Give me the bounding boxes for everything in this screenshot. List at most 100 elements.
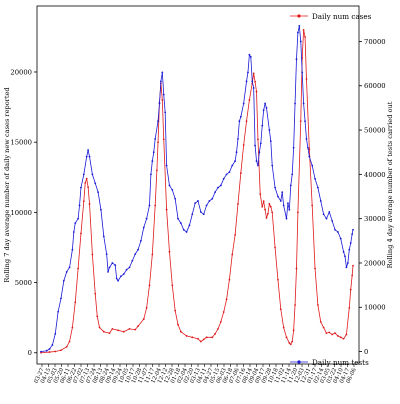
- data-point-tests: [349, 242, 352, 244]
- legend-cases: Daily num cases: [290, 12, 372, 21]
- data-point-tests: [269, 140, 272, 143]
- data-point-cases: [245, 120, 248, 123]
- data-point-cases: [304, 35, 306, 38]
- data-point-tests: [245, 80, 248, 83]
- right-tick-label: 0: [364, 348, 368, 356]
- data-point-tests: [222, 177, 225, 180]
- data-point-tests: [294, 102, 296, 105]
- data-point-cases: [316, 304, 319, 306]
- data-point-tests: [114, 264, 117, 267]
- data-point-tests: [88, 155, 91, 158]
- data-point-tests: [261, 124, 264, 127]
- data-point-cases: [299, 120, 302, 123]
- data-point-cases: [252, 72, 255, 75]
- x-axis-ticks: 03-2704-1505-0305-2006-1106-2207-0207-13…: [34, 364, 358, 384]
- data-point-tests: [339, 237, 342, 240]
- data-point-tests: [302, 102, 305, 105]
- data-point-tests: [54, 332, 57, 335]
- data-point-tests: [304, 120, 306, 123]
- data-point-tests: [271, 164, 274, 167]
- data-point-cases: [237, 203, 239, 205]
- series-layer: [40, 25, 354, 354]
- data-point-tests: [287, 202, 289, 205]
- data-point-cases: [271, 211, 274, 214]
- data-point-cases: [277, 278, 279, 281]
- data-point-cases: [294, 304, 296, 306]
- data-point-cases: [154, 204, 157, 207]
- y-axis-label-left: Rolling 7 day average number of daily ne…: [3, 87, 11, 283]
- data-point-tests: [352, 228, 354, 231]
- data-point-tests: [288, 208, 291, 211]
- data-point-cases: [288, 342, 291, 344]
- data-point-tests: [346, 262, 349, 264]
- data-point-cases: [60, 349, 62, 352]
- data-point-cases: [174, 309, 177, 312]
- data-point-cases: [142, 318, 145, 320]
- data-point-cases: [108, 332, 111, 335]
- data-point-cases: [319, 320, 322, 323]
- data-point-tests: [57, 310, 60, 313]
- data-point-tests: [265, 107, 268, 109]
- data-point-cases: [264, 208, 266, 211]
- data-point-tests: [111, 262, 114, 264]
- data-point-tests: [231, 164, 234, 167]
- data-point-tests: [115, 277, 118, 280]
- data-point-tests: [274, 186, 276, 189]
- legend-tests: Daily num tests: [290, 358, 369, 367]
- data-point-tests: [297, 31, 299, 34]
- legend-cases-marker: [297, 14, 301, 18]
- data-point-tests: [291, 173, 294, 176]
- data-point-tests: [72, 231, 75, 233]
- data-point-cases: [269, 205, 272, 208]
- data-point-cases: [68, 340, 71, 343]
- data-point-tests: [80, 186, 82, 189]
- data-point-cases: [202, 338, 205, 341]
- data-point-tests: [48, 348, 51, 350]
- data-point-cases: [91, 253, 94, 256]
- data-point-cases: [162, 138, 165, 141]
- data-point-tests: [51, 344, 54, 346]
- data-point-cases: [85, 177, 88, 180]
- data-point-tests: [145, 217, 148, 220]
- data-point-tests: [258, 151, 261, 154]
- data-point-cases: [111, 328, 114, 330]
- data-point-tests: [194, 202, 197, 205]
- data-point-tests: [325, 217, 328, 220]
- data-point-cases: [268, 203, 271, 205]
- data-point-tests: [171, 188, 174, 191]
- data-point-tests: [185, 231, 188, 233]
- left-tick-label: 20000: [10, 68, 32, 76]
- data-point-tests: [322, 213, 325, 216]
- data-point-cases: [254, 80, 256, 83]
- data-point-tests: [254, 144, 256, 147]
- data-point-tests: [148, 204, 151, 207]
- data-point-cases: [225, 298, 228, 301]
- data-point-cases: [96, 315, 99, 318]
- right-tick-label: 30000: [364, 215, 386, 223]
- data-point-cases: [134, 328, 137, 331]
- data-point-cases: [242, 144, 245, 146]
- data-point-cases: [179, 330, 182, 333]
- data-point-cases: [289, 343, 292, 346]
- data-point-cases: [217, 328, 219, 330]
- data-point-tests: [97, 191, 99, 193]
- data-point-tests: [298, 25, 301, 27]
- data-point-tests: [71, 248, 74, 251]
- data-point-tests: [161, 71, 164, 74]
- data-point-cases: [128, 328, 131, 330]
- data-point-tests: [182, 228, 185, 231]
- left-tick-label: 15000: [10, 139, 32, 147]
- data-point-cases: [234, 233, 237, 236]
- data-point-cases: [98, 326, 101, 329]
- data-point-tests: [331, 219, 334, 222]
- data-point-tests: [292, 146, 295, 149]
- data-point-tests: [348, 248, 351, 251]
- data-point-tests: [45, 349, 48, 352]
- data-point-cases: [302, 28, 305, 31]
- data-point-cases: [228, 278, 231, 281]
- data-point-cases: [308, 148, 311, 151]
- data-point-tests: [262, 109, 265, 112]
- data-point-cases: [274, 246, 276, 249]
- data-point-tests: [208, 200, 211, 202]
